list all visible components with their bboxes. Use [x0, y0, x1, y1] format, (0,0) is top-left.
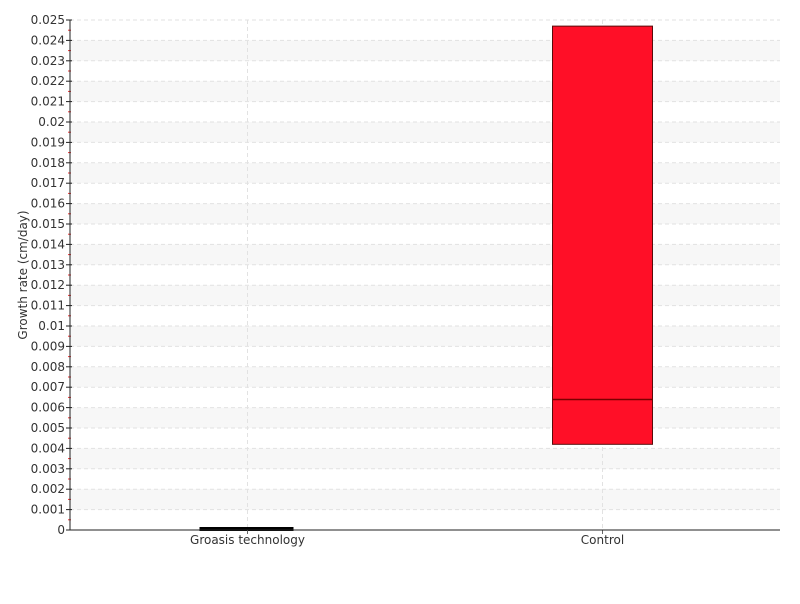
box-groasis-technology — [199, 527, 294, 531]
y-tick-label: 0.017 — [31, 176, 65, 190]
y-tick-label: 0.012 — [31, 278, 65, 292]
grid-band — [70, 448, 780, 469]
y-tick-label: 0 — [57, 523, 65, 537]
grid-band — [70, 366, 780, 388]
y-tick-label: 0.005 — [31, 421, 65, 435]
y-tick-label: 0.024 — [31, 33, 65, 47]
y-tick-label: 0.003 — [31, 462, 65, 476]
grid-band — [70, 162, 780, 184]
grid-band — [70, 326, 780, 347]
y-tick-label: 0.001 — [31, 503, 65, 517]
y-tick-label: 0.008 — [31, 360, 65, 374]
y-axis-label: Growth rate (cm/day) — [16, 210, 30, 339]
y-tick-label: 0.011 — [31, 299, 65, 313]
box-control — [552, 25, 653, 445]
y-tick-label: 0.018 — [31, 156, 65, 170]
grid-band — [70, 122, 780, 143]
grid-band — [70, 81, 780, 102]
grid-band — [70, 285, 780, 306]
x-tick-label: Groasis technology — [190, 533, 305, 547]
y-tick-label: 0.022 — [31, 74, 65, 88]
y-tick-label: 0.021 — [31, 95, 65, 109]
y-tick-label: 0.002 — [31, 482, 65, 496]
y-tick-label: 0.007 — [31, 380, 65, 394]
y-tick-label: 0.004 — [31, 441, 65, 455]
y-tick-label: 0.009 — [31, 339, 65, 353]
y-tick-label: 0.01 — [38, 319, 65, 333]
grid-band — [70, 489, 780, 510]
y-tick-label: 0.019 — [31, 135, 65, 149]
grid-band — [70, 40, 780, 61]
grid-band — [70, 407, 780, 428]
grid-band — [70, 203, 780, 224]
y-tick-label: 0.015 — [31, 217, 65, 231]
y-tick-label: 0.016 — [31, 197, 65, 211]
y-tick-label: 0.025 — [31, 13, 65, 27]
grid-band — [70, 244, 780, 265]
y-tick-label: 0.02 — [38, 115, 65, 129]
y-tick-label: 0.006 — [31, 401, 65, 415]
y-tick-label: 0.014 — [31, 237, 65, 251]
y-tick-label: 0.013 — [31, 258, 65, 272]
x-tick-label: Control — [581, 533, 624, 547]
y-tick-label: 0.023 — [31, 54, 65, 68]
